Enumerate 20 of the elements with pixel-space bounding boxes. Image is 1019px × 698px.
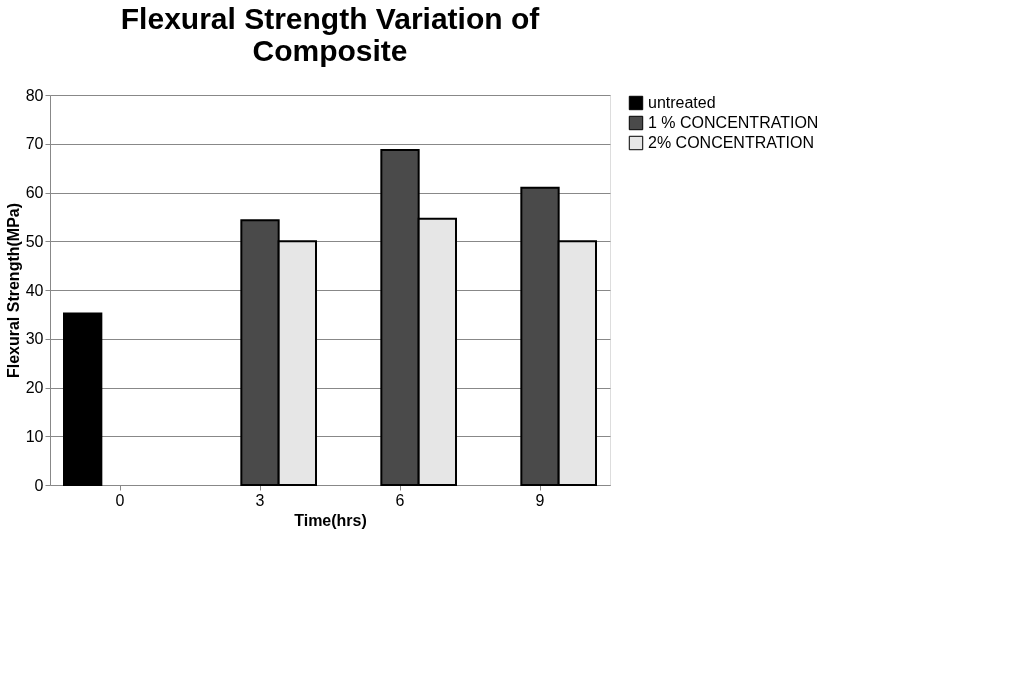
- y-axis-title: Flexural Strength(MPa): [4, 202, 22, 379]
- y-tick-label: 10: [25, 427, 44, 445]
- x-tick-label: 0: [115, 491, 125, 509]
- y-tick-label: 80: [25, 86, 44, 104]
- legend-label: 1 % CONCENTRATION: [648, 114, 819, 131]
- x-axis-title: Time(hrs): [294, 511, 367, 529]
- bar: [63, 312, 103, 486]
- legend-label: 2% CONCENTRATION: [648, 134, 814, 151]
- y-tick-label: 30: [25, 330, 44, 348]
- x-tick-label: 9: [535, 491, 545, 509]
- x-tick-label: 3: [255, 491, 265, 509]
- y-tick-label: 60: [25, 184, 44, 201]
- x-tick-label: 6: [395, 491, 405, 509]
- y-tick-label: 70: [25, 135, 44, 153]
- legend-label: untreated: [648, 94, 716, 111]
- y-tick-label: 0: [34, 476, 44, 494]
- chart-title: Flexural Strength Variation of Composite: [120, 2, 541, 67]
- y-tick-label: 50: [25, 232, 44, 250]
- y-tick-label: 40: [25, 281, 44, 299]
- y-tick-label: 20: [25, 379, 44, 396]
